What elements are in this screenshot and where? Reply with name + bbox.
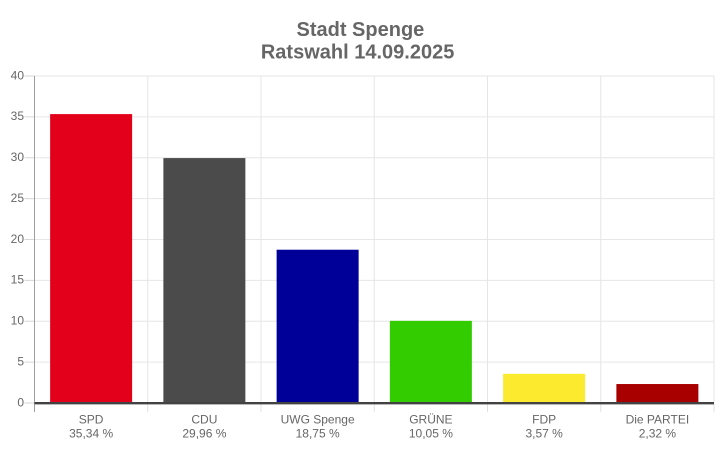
- svg-text:5: 5: [17, 354, 24, 368]
- svg-text:10,05 %: 10,05 %: [409, 427, 453, 441]
- svg-text:35,34 %: 35,34 %: [69, 427, 113, 441]
- svg-text:10: 10: [11, 314, 25, 328]
- svg-text:Stadt Spenge: Stadt Spenge: [297, 19, 425, 41]
- svg-text:15: 15: [11, 273, 25, 287]
- svg-text:40: 40: [11, 68, 25, 82]
- svg-text:30: 30: [11, 150, 25, 164]
- svg-text:25: 25: [11, 191, 25, 205]
- svg-text:2,32 %: 2,32 %: [639, 427, 677, 441]
- svg-text:18,75 %: 18,75 %: [296, 427, 340, 441]
- svg-text:SPD: SPD: [79, 413, 104, 427]
- svg-text:20: 20: [11, 232, 25, 246]
- svg-text:CDU: CDU: [191, 413, 217, 427]
- svg-text:GRÜNE: GRÜNE: [409, 413, 452, 427]
- svg-text:Die PARTEI: Die PARTEI: [626, 413, 690, 427]
- svg-text:FDP: FDP: [532, 413, 556, 427]
- svg-text:3,57 %: 3,57 %: [525, 427, 563, 441]
- svg-text:35: 35: [11, 109, 25, 123]
- svg-text:UWG Spenge: UWG Spenge: [281, 413, 355, 427]
- svg-text:Ratswahl 14.09.2025: Ratswahl 14.09.2025: [261, 42, 454, 64]
- svg-text:0: 0: [17, 395, 24, 409]
- svg-text:29,96 %: 29,96 %: [182, 427, 226, 441]
